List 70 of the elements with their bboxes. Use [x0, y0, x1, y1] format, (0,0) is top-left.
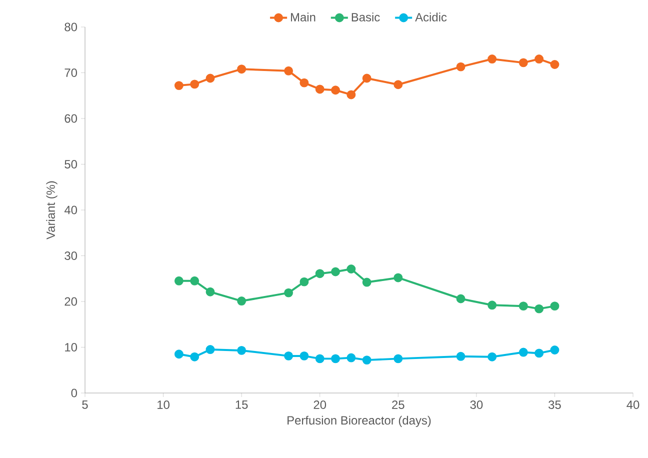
point [284, 351, 294, 360]
point [190, 276, 200, 286]
point [550, 302, 560, 311]
point [206, 345, 215, 354]
y-tick-label: 10 [65, 343, 78, 352]
point [315, 354, 324, 364]
point [346, 90, 356, 100]
point [346, 264, 356, 274]
point [346, 353, 356, 362]
point [534, 348, 544, 358]
y-tick-label: 20 [64, 297, 78, 306]
x-tick-label: 40 [626, 400, 640, 409]
point [456, 62, 466, 72]
point [190, 352, 200, 362]
x-tick-label: 10 [158, 400, 170, 409]
x-tick-label: 20 [314, 400, 326, 409]
point [331, 267, 340, 276]
point [488, 352, 497, 362]
point [174, 276, 184, 286]
point [394, 80, 403, 90]
y-tick-label: 60 [64, 114, 78, 123]
y-tick-label: 40 [64, 206, 78, 214]
y-tick-label: 0 [71, 388, 78, 398]
point [300, 351, 309, 360]
y-tick-label: 80 [64, 22, 78, 32]
point [174, 350, 184, 359]
x-tick-label: 30 [470, 400, 483, 409]
point [300, 277, 309, 286]
point [518, 302, 528, 311]
legend-label: Acidic [415, 12, 447, 22]
x-axis-title: Perfusion Bioreactor (days) [288, 416, 431, 427]
point [206, 287, 215, 296]
x-tick-label: 15 [236, 400, 248, 409]
point [206, 74, 215, 83]
point [488, 54, 497, 64]
point [394, 354, 403, 364]
point [190, 80, 200, 89]
point [362, 278, 372, 287]
point [331, 354, 340, 364]
point [331, 86, 340, 95]
point [362, 74, 372, 83]
point [284, 288, 294, 298]
point [174, 81, 184, 90]
y-tick-label: 30 [64, 252, 78, 260]
y-axis-title: Variant (%) [46, 181, 58, 240]
point [237, 346, 246, 355]
point [362, 356, 372, 365]
x-tick-label: 25 [392, 400, 404, 409]
point [284, 66, 294, 76]
legend-label: Basic [352, 12, 380, 22]
point [488, 300, 497, 310]
point [550, 60, 560, 69]
point [237, 296, 246, 306]
point [534, 54, 544, 64]
x-tick-label: 5 [82, 400, 88, 409]
point [534, 304, 544, 314]
point [456, 294, 466, 304]
point [518, 348, 528, 357]
y-tick-label: 50 [64, 160, 78, 168]
point [300, 78, 309, 88]
x-tick-label: 35 [548, 400, 561, 409]
y-tick-label: 70 [64, 68, 78, 77]
point [550, 346, 560, 354]
point [518, 58, 528, 68]
point [315, 84, 324, 94]
point [394, 273, 403, 282]
point [315, 269, 324, 278]
point [456, 352, 466, 361]
legend-label: Main [291, 12, 316, 22]
point [237, 64, 246, 74]
